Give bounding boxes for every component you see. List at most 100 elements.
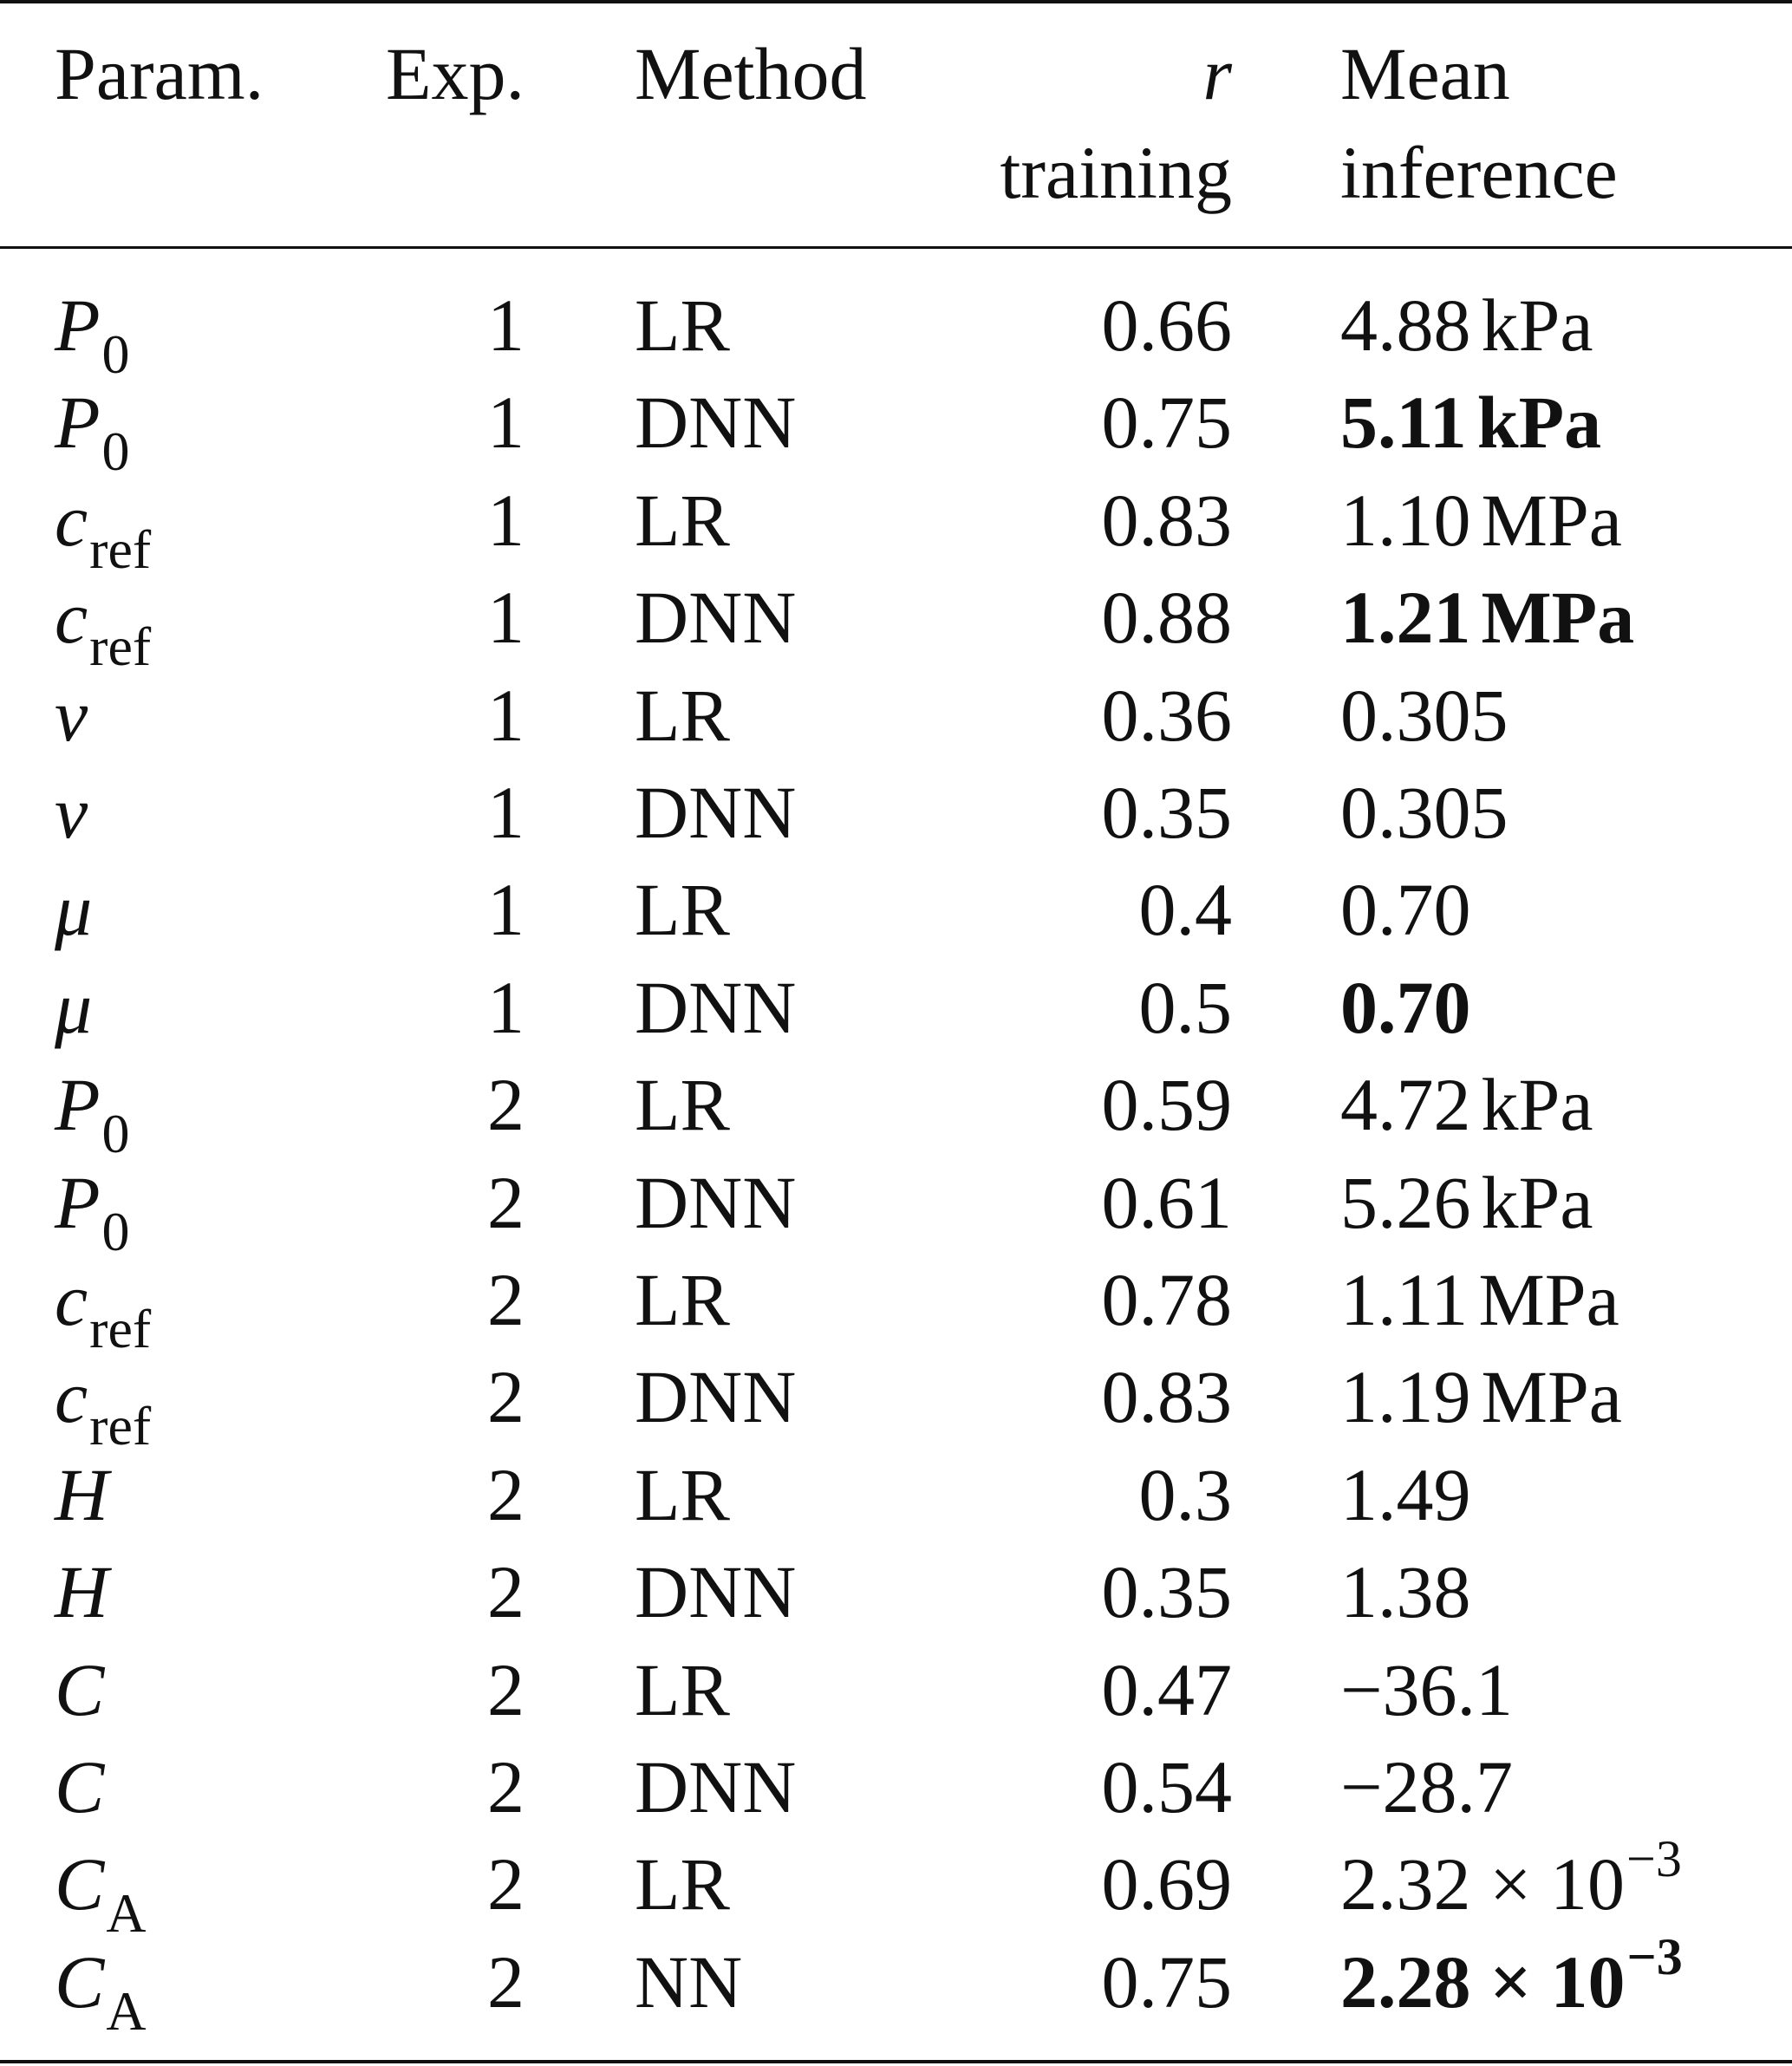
param-subscript: ref <box>89 518 152 580</box>
param-symbol: ν <box>55 771 88 854</box>
cell-exp: 2 <box>487 1550 525 1633</box>
param-subscript: 0 <box>101 420 130 482</box>
cell-r-training: 0.54 <box>1101 1745 1233 1828</box>
mean-unit: kPa <box>1476 381 1602 464</box>
cell-method: LR <box>635 674 730 757</box>
cell-r-training: 0.66 <box>1101 284 1233 367</box>
param-subscript: ref <box>89 1395 152 1457</box>
mean-value: 2.32 × 10 <box>1340 1842 1626 1926</box>
header-exp: Exp. <box>385 32 525 115</box>
mean-value: 1.11 <box>1340 1258 1469 1341</box>
cell-method: LR <box>635 284 730 367</box>
cell-method: DNN <box>635 1745 797 1828</box>
cell-exp: 2 <box>487 1258 525 1341</box>
cell-mean-inference: 0.305 <box>1340 678 1509 753</box>
cell-method: LR <box>635 1258 730 1341</box>
mean-value: 1.49 <box>1340 1453 1471 1536</box>
cell-r-training: 0.36 <box>1101 674 1233 757</box>
cell-method: DNN <box>635 771 797 854</box>
mean-unit: MPa <box>1478 1258 1619 1341</box>
cell-exp: 1 <box>487 479 525 562</box>
header-r: r <box>1202 32 1232 115</box>
mean-value: 0.70 <box>1340 966 1471 1049</box>
cell-mean-inference: 1.38 <box>1340 1554 1471 1629</box>
cell-method: LR <box>635 479 730 562</box>
mean-value: 1.21 <box>1340 576 1471 659</box>
cell-exp: 1 <box>487 868 525 951</box>
cell-r-training: 0.69 <box>1101 1842 1233 1926</box>
cell-param: μ <box>55 970 92 1045</box>
cell-mean-inference: 5.26 kPa <box>1340 1165 1593 1240</box>
cell-mean-inference: 5.11 kPa <box>1340 385 1601 459</box>
cell-r-training: 0.3 <box>1138 1453 1233 1536</box>
param-symbol: μ <box>55 868 93 951</box>
param-symbol: c <box>55 576 88 659</box>
cell-r-training: 0.35 <box>1101 771 1233 854</box>
cell-r-training: 0.75 <box>1101 1940 1233 2024</box>
cell-exp: 1 <box>487 381 525 464</box>
cell-r-training: 0.78 <box>1101 1258 1233 1341</box>
cell-exp: 2 <box>487 1063 525 1146</box>
param-symbol: H <box>55 1453 109 1536</box>
cell-param: cref <box>55 483 151 577</box>
cell-method: LR <box>635 1453 730 1536</box>
cell-r-training: 0.35 <box>1101 1550 1233 1633</box>
mean-unit: MPa <box>1481 479 1622 562</box>
mean-value: 4.88 <box>1340 284 1471 367</box>
cell-method: DNN <box>635 1550 797 1633</box>
cell-mean-inference: 0.305 <box>1340 775 1509 850</box>
cell-method: DNN <box>635 576 797 659</box>
mean-unit: MPa <box>1481 1355 1622 1438</box>
cell-exp: 2 <box>487 1940 525 2024</box>
header-mean-inference: inference <box>1340 131 1618 214</box>
cell-method: LR <box>635 868 730 951</box>
param-subscript: ref <box>89 1298 152 1359</box>
param-subscript: 0 <box>101 1201 130 1262</box>
cell-param: P0 <box>55 385 130 479</box>
param-subscript: 0 <box>101 1103 130 1164</box>
mean-value: −28.7 <box>1340 1745 1514 1828</box>
cell-mean-inference: 1.10 MPa <box>1340 483 1622 557</box>
cell-param: cref <box>55 1359 151 1454</box>
param-symbol: c <box>55 479 88 562</box>
cell-param: cref <box>55 580 151 675</box>
cell-exp: 2 <box>487 1648 525 1731</box>
cell-exp: 2 <box>487 1453 525 1536</box>
cell-exp: 2 <box>487 1161 525 1244</box>
mean-value: 1.19 <box>1340 1355 1471 1438</box>
cell-mean-inference: 1.11 MPa <box>1340 1262 1619 1337</box>
cell-r-training: 0.75 <box>1101 381 1233 464</box>
cell-mean-inference: 1.19 MPa <box>1340 1359 1622 1434</box>
header-r-training: training <box>1000 131 1233 214</box>
cell-r-training: 0.83 <box>1101 1355 1233 1438</box>
cell-method: DNN <box>635 381 797 464</box>
cell-exp: 2 <box>487 1745 525 1828</box>
param-symbol: C <box>55 1745 105 1828</box>
cell-method: LR <box>635 1063 730 1146</box>
mean-value: 5.26 <box>1340 1161 1471 1244</box>
param-symbol: P <box>55 1161 101 1244</box>
cell-param: H <box>55 1554 108 1629</box>
mean-value: 4.72 <box>1340 1063 1471 1146</box>
cell-exp: 2 <box>487 1842 525 1926</box>
cell-r-training: 0.5 <box>1138 966 1233 1049</box>
param-subscript: A <box>106 1980 147 2042</box>
cell-mean-inference: 0.70 <box>1340 970 1471 1045</box>
param-symbol: C <box>55 1940 105 2024</box>
cell-mean-inference: −28.7 <box>1340 1750 1513 1824</box>
param-subscript: 0 <box>101 323 130 385</box>
cell-r-training: 0.4 <box>1138 868 1233 951</box>
cell-exp: 1 <box>487 284 525 367</box>
mean-exponent: −3 <box>1626 1830 1682 1887</box>
param-symbol: C <box>55 1842 105 1926</box>
cell-mean-inference: 4.88 kPa <box>1340 288 1593 362</box>
mean-unit: kPa <box>1481 1063 1593 1146</box>
cell-param: H <box>55 1457 108 1532</box>
cell-param: CA <box>55 1945 147 2039</box>
cell-mean-inference: 1.49 <box>1340 1457 1471 1532</box>
cell-param: C <box>55 1652 104 1727</box>
mean-unit: MPa <box>1481 576 1635 659</box>
cell-method: DNN <box>635 966 797 1049</box>
cell-param: μ <box>55 872 92 947</box>
cell-method: DNN <box>635 1161 797 1244</box>
